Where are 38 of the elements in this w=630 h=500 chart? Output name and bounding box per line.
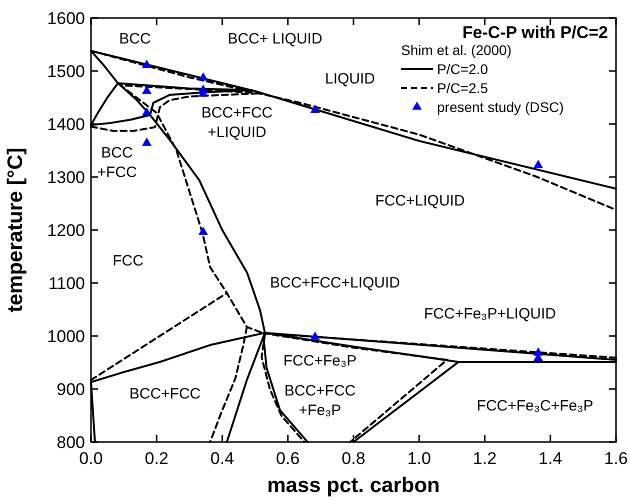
annotation: BCC+FCC [129, 385, 201, 402]
annotation: BCC [119, 30, 151, 48]
annotation: LIQUID [324, 70, 376, 88]
y-tick-label: 800 [56, 432, 85, 452]
annotation: FCC+Fe₃C+Fe₃P [476, 397, 594, 414]
y-tick-label: 1400 [47, 114, 85, 134]
y-tick-label: 1300 [47, 168, 85, 187]
annotation: FCC+LIQUID [375, 192, 465, 210]
x-tick-label: 0.8 [342, 449, 366, 468]
legend-label: P/C=2.5 [437, 80, 488, 96]
y-axis-title: temperature [°C] [4, 148, 27, 312]
annotation: BCC+FCC +Fe₃P [284, 382, 356, 419]
x-axis-title: mass pct. carbon [267, 474, 440, 497]
x-tick-label: 1.0 [407, 449, 431, 468]
legend-label: P/C=2.0 [437, 60, 488, 77]
legend-title: Shim et al. (2000) [401, 42, 512, 58]
chart-title: Fe-C-P with P/C=2 [462, 23, 608, 42]
x-tick-label: 0.6 [276, 449, 300, 468]
y-tick-label: 1600 [47, 8, 85, 28]
x-tick-label: 0.4 [210, 449, 234, 468]
annotation: BCC +FCC [97, 144, 137, 181]
x-tick-label: 0.0 [79, 449, 103, 468]
annotation: FCC+Fe₃P+LIQUID [424, 305, 556, 322]
legend-label: present study (DSC) [437, 98, 564, 115]
y-tick-label: 1200 [47, 220, 85, 240]
annotation: BCC+ LIQUID [228, 30, 322, 48]
annotation: FCC+Fe₃P [283, 352, 357, 370]
x-tick-label: 1.6 [604, 449, 628, 468]
x-tick-label: 1.2 [472, 449, 497, 468]
annotation: FCC [112, 252, 144, 270]
annotation: BCC+FCC +LIQUID [201, 104, 273, 141]
x-tick-label: 0.2 [144, 449, 168, 468]
y-tick-label: 1100 [48, 274, 85, 293]
y-tick-label: 1000 [47, 326, 85, 346]
y-tick-label: 900 [56, 380, 85, 399]
annotation: BCC+FCC+LIQUID [270, 274, 400, 292]
x-tick-label: 1.4 [538, 449, 562, 468]
y-tick-label: 1500 [47, 62, 85, 81]
